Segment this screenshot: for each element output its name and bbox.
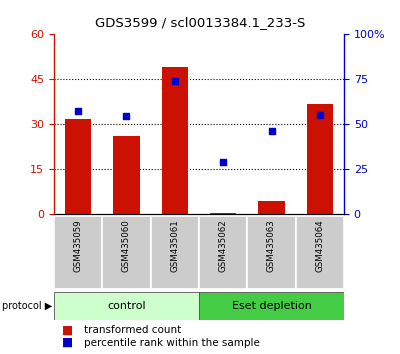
Text: percentile rank within the sample: percentile rank within the sample [84, 338, 260, 348]
Text: control: control [107, 301, 146, 311]
Bar [54, 216, 102, 289]
Bar [113, 136, 140, 214]
Bar [102, 216, 151, 289]
Bar [258, 201, 285, 214]
Point [268, 128, 275, 134]
Text: GSM435064: GSM435064 [315, 219, 324, 272]
Bar [54, 292, 199, 320]
Text: Eset depletion: Eset depletion [232, 301, 312, 311]
Text: GSM435059: GSM435059 [74, 219, 83, 272]
Bar [247, 216, 296, 289]
Point [75, 108, 81, 114]
Point [220, 159, 226, 165]
Bar [151, 216, 199, 289]
Text: GSM435063: GSM435063 [267, 219, 276, 272]
Bar [162, 67, 188, 214]
Text: transformed count: transformed count [84, 325, 181, 335]
Bar [296, 216, 344, 289]
Text: GSM435061: GSM435061 [170, 219, 179, 272]
Point [172, 78, 178, 84]
Bar [199, 292, 344, 320]
Text: ■: ■ [62, 324, 73, 336]
Point [123, 113, 130, 119]
Text: GSM435062: GSM435062 [219, 219, 228, 272]
Bar [199, 216, 247, 289]
Text: GSM435060: GSM435060 [122, 219, 131, 272]
Bar [65, 119, 92, 214]
Bar [210, 213, 236, 214]
Text: protocol ▶: protocol ▶ [2, 301, 52, 311]
Text: GDS3599 / scl0013384.1_233-S: GDS3599 / scl0013384.1_233-S [95, 16, 305, 29]
Point [317, 112, 323, 118]
Text: ■: ■ [62, 336, 73, 349]
Bar [306, 104, 333, 214]
